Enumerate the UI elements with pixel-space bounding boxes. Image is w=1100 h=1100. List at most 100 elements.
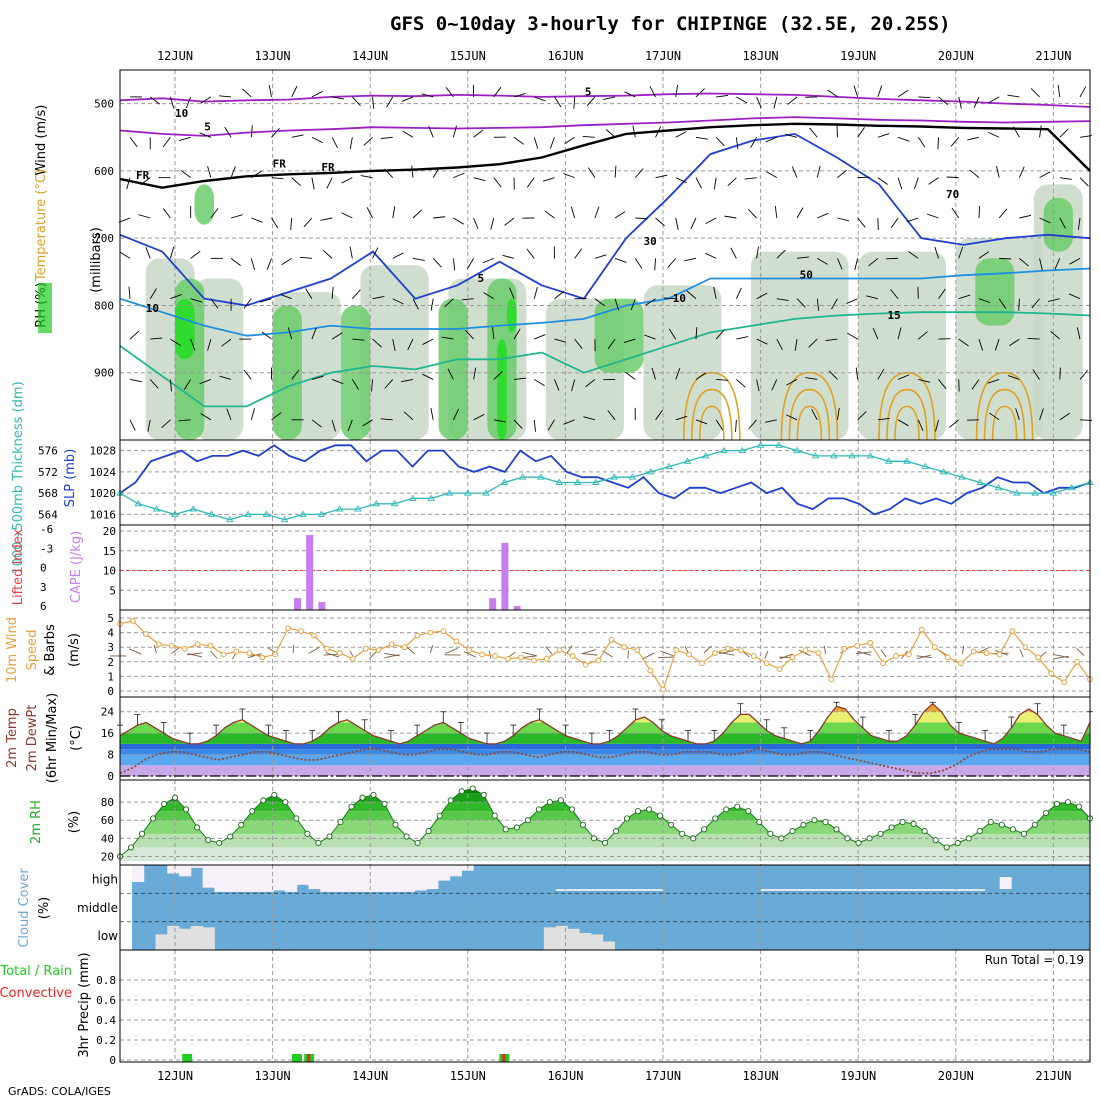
wind-barb (627, 650, 630, 659)
wind-barb (594, 298, 605, 307)
wind-speed-point (518, 654, 524, 661)
wind-barb (937, 137, 939, 150)
wind-barb (1027, 338, 1040, 340)
temp-tick-label: 16 (101, 727, 114, 740)
wind-barb (185, 96, 192, 109)
wind-barb (325, 652, 340, 658)
thickness-marker (354, 505, 362, 512)
wind-barb (949, 419, 960, 428)
wind-barb (581, 653, 598, 656)
wind-speed-point (168, 642, 175, 649)
rh-point (359, 794, 366, 801)
rh-point (877, 830, 884, 837)
wind-speed-point (712, 650, 718, 656)
wind-barb (311, 91, 323, 98)
wind-barb (1068, 293, 1081, 300)
wind-barb (392, 206, 396, 219)
contour-label: 10 (146, 302, 159, 315)
wind-speed-point (996, 651, 1003, 658)
wind-barb (161, 419, 171, 429)
wind-barb (715, 329, 725, 340)
wind-barb (461, 298, 474, 301)
wind-barb (566, 645, 573, 654)
wind-barb (118, 217, 131, 223)
precip-tick-label: 0 (109, 1054, 116, 1067)
wind-barb (368, 651, 377, 660)
ylabel-temperature: Temperature (°C) (34, 169, 49, 282)
wind-speed-point (750, 653, 757, 659)
wind-barb (493, 419, 506, 423)
slp-tick-label: 1016 (90, 508, 117, 521)
ylabel-wind: Wind (m/s) (34, 105, 49, 176)
wind-barb (467, 258, 475, 269)
low-cloud-gap (590, 934, 604, 950)
wind-barb (890, 289, 899, 300)
wind-barb (774, 206, 778, 219)
wind-barb (897, 327, 902, 340)
pressure-tick-label: 800 (94, 299, 114, 312)
thickness-marker (409, 494, 417, 501)
wind-barb (180, 170, 191, 178)
ylabel-slp: SLP (mb) (63, 449, 78, 508)
rh-point (1042, 809, 1049, 817)
panel-background (120, 610, 1090, 697)
isotherm-line (119, 92, 1091, 108)
wind-barb (544, 210, 555, 219)
wind-barb (534, 379, 545, 387)
contour-label: 15 (887, 309, 900, 322)
wind-barb (363, 136, 373, 146)
wind-speed-point (311, 632, 317, 639)
wind-barb (897, 136, 910, 142)
wind-barb (817, 257, 828, 265)
wind-barb (352, 289, 361, 300)
wind-barb (331, 137, 338, 149)
cape-bar (306, 534, 314, 610)
wind-barb (756, 379, 760, 392)
wind-barb (776, 338, 783, 350)
wind-barb (630, 298, 636, 311)
wind-barb (444, 298, 454, 308)
wind-barb (447, 368, 454, 380)
wind-speed-point (155, 641, 162, 648)
thickness-marker (701, 452, 710, 459)
wind-barb (384, 379, 394, 389)
wind-barb (331, 286, 334, 299)
wind-barb (730, 247, 737, 259)
wind-barb (549, 137, 555, 149)
wind-barb (877, 85, 883, 98)
wind-barb (935, 419, 939, 432)
wind-barb (988, 131, 1000, 138)
date-label-top: 17JUN (645, 49, 681, 63)
thickness-marker (738, 446, 747, 454)
date-label-bottom: 12JUN (157, 1069, 193, 1083)
wind-barb (347, 419, 353, 432)
wind-barb (145, 246, 151, 259)
rh-shade-blob (194, 278, 244, 440)
thickness-marker (1031, 489, 1039, 496)
wind-barb (488, 650, 492, 659)
warm-contour (894, 405, 920, 441)
wind-barb (1019, 258, 1029, 267)
wind-barb (744, 177, 757, 180)
date-label-top: 14JUN (352, 49, 388, 63)
wind-barb (554, 338, 567, 343)
wind-barb (614, 211, 626, 219)
wind-barb (675, 131, 687, 138)
wind-barb (796, 256, 809, 259)
wind-barb (453, 172, 465, 179)
high-cloud-gap (132, 865, 145, 882)
wind-barb (715, 136, 725, 147)
rh-point (293, 815, 300, 822)
wind-barb (210, 298, 219, 309)
wind-barb (998, 298, 1007, 309)
wind-barb (271, 128, 280, 138)
rh-point (425, 828, 432, 835)
wind-barb (563, 419, 575, 425)
wind-barb (138, 214, 151, 219)
contour-label: FR (136, 169, 150, 182)
wind-barb (441, 336, 454, 340)
thickness-marker (775, 441, 783, 448)
thickness-marker (171, 510, 179, 517)
wind-barb (473, 129, 484, 138)
